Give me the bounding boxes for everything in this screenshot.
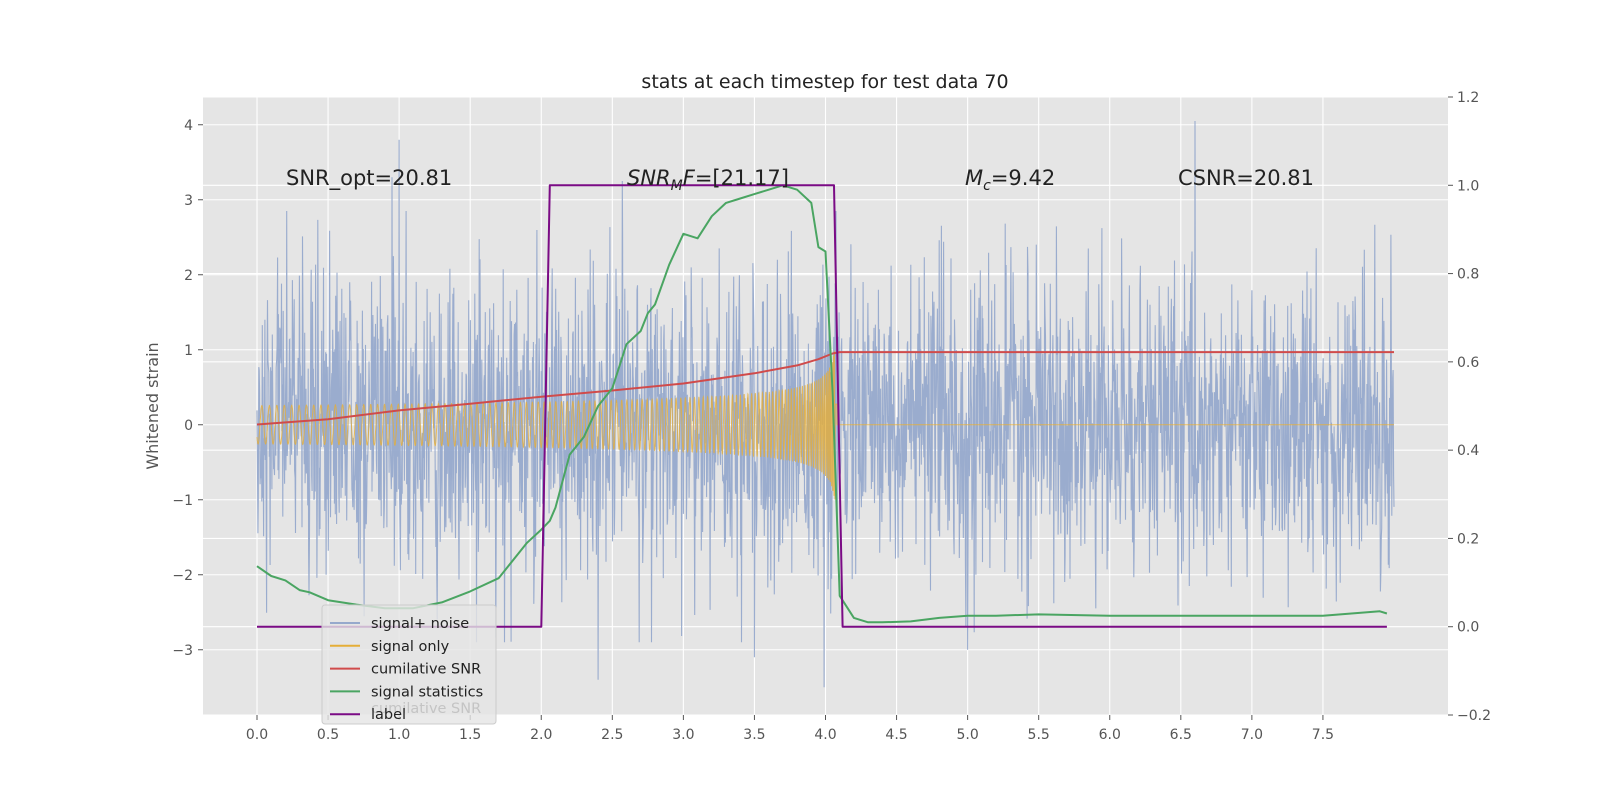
- chart-title: stats at each timestep for test data 70: [641, 71, 1008, 93]
- legend-label: signal only: [371, 639, 450, 655]
- legend-label: cumilative SNR: [371, 662, 481, 678]
- legend-label: signal statistics: [371, 684, 483, 700]
- annotation-snr-mf: SNRMF=[21.17]: [627, 166, 789, 194]
- annotation-mc-value: =9.42: [991, 166, 1055, 190]
- legend: cumilative SNR signal+ noise signal only c…: [321, 604, 497, 725]
- annotation-csnr: CSNR=20.81: [1178, 166, 1314, 190]
- annotation-snr-mf-subscript: M: [671, 178, 683, 194]
- x-tick-label: 0.0: [246, 727, 268, 743]
- cumilative-snr-line: [256, 351, 1394, 426]
- annotation-snr-mf-symbol: SNR: [627, 166, 671, 190]
- x-tick-label: 0.5: [317, 727, 339, 743]
- x-tick-label: 6.0: [1099, 727, 1121, 743]
- legend-frame: [321, 604, 497, 725]
- legend-ghost-text: cumilative SNR: [371, 701, 481, 717]
- y-tick-label: 4: [184, 118, 193, 134]
- annotation-mc-symbol: M: [965, 166, 983, 190]
- y2-tick-label: 1.2: [1457, 90, 1479, 106]
- x-tick-label: 3.0: [672, 727, 694, 743]
- y2-tick-label: 0.2: [1457, 531, 1479, 547]
- y-tick-label: −2: [172, 568, 193, 584]
- annotation-mc-subscript: c: [983, 178, 991, 194]
- y2-tick-label: −0.2: [1457, 708, 1491, 724]
- y-tick-label: −3: [172, 643, 193, 659]
- y-axis-label: Whitened strain: [143, 342, 162, 469]
- x-tick-label: 5.5: [1028, 727, 1050, 743]
- x-tick-label: 7.0: [1241, 727, 1263, 743]
- annotation-snr-mf-value: =[21.17]: [695, 166, 789, 190]
- x-tick-label: 5.0: [956, 727, 978, 743]
- x-tick-label: 2.0: [530, 727, 552, 743]
- y-tick-label: −1: [172, 493, 193, 509]
- y2-tick-label: 0.0: [1457, 620, 1479, 636]
- signal-statistics-line: [256, 184, 1388, 624]
- y2-tick-label: 0.6: [1457, 355, 1479, 371]
- y-tick-label: 3: [184, 193, 193, 209]
- legend-label: label: [371, 707, 406, 723]
- signal-noise-line: [256, 120, 1395, 688]
- y2-tick-label: 1.0: [1457, 178, 1479, 194]
- x-tick-label: 4.0: [814, 727, 836, 743]
- x-tick-label: 7.5: [1312, 727, 1334, 743]
- x-tick-label: 3.5: [743, 727, 765, 743]
- signal-only-line: [256, 350, 1394, 500]
- x-tick-label: 1.5: [459, 727, 481, 743]
- annotation-mc: Mc=9.42: [965, 166, 1055, 194]
- y-tick-label: 1: [184, 343, 193, 359]
- axis-ticks: 0.0 0.5 1.0 1.5 2.0 2.5 3.0 3.5 4.0 4.5 5.0 5.5 6.0 6…: [172, 90, 1491, 743]
- annotation-snr-opt: SNR_opt=20.81: [286, 166, 452, 191]
- legend-label: signal+ noise: [371, 616, 469, 632]
- y-tick-label: 0: [184, 418, 193, 434]
- x-tick-label: 4.5: [885, 727, 907, 743]
- y2-tick-label: 0.4: [1457, 443, 1479, 459]
- annotation-snr-mf-symbol-2: F: [683, 166, 696, 190]
- x-tick-label: 1.0: [388, 727, 410, 743]
- y-tick-label: 2: [184, 268, 193, 284]
- x-tick-label: 6.5: [1170, 727, 1192, 743]
- y2-tick-label: 0.8: [1457, 267, 1479, 283]
- x-tick-label: 2.5: [601, 727, 623, 743]
